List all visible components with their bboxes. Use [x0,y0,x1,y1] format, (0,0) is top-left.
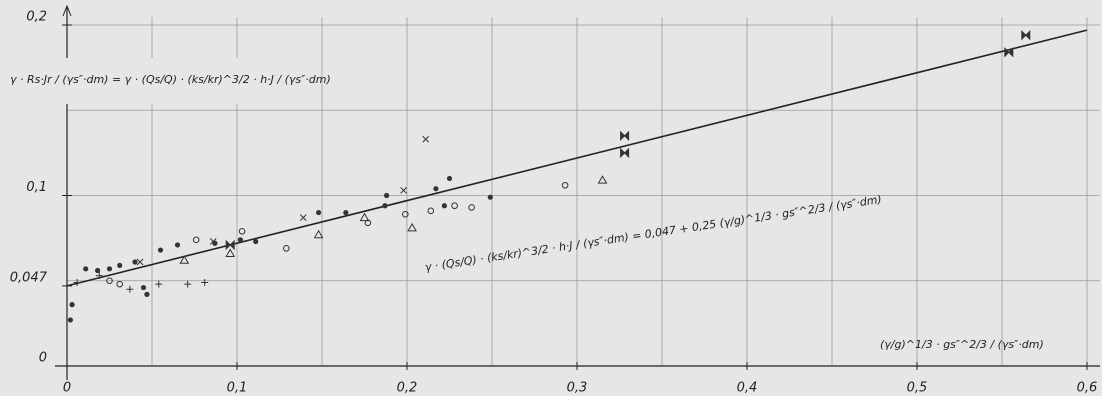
data-point [83,266,89,272]
data-point [225,239,235,251]
data-point [313,229,324,239]
data-point [184,280,192,288]
data-point [144,291,150,297]
data-point [69,302,75,308]
data-point [1021,30,1031,41]
data-point [427,207,435,215]
data-point [201,278,209,286]
x-tick-label: 0,6 [1077,381,1098,396]
data-point [117,262,123,269]
data-point [384,192,390,199]
data-point [225,248,236,257]
data-point [407,222,417,232]
y-tick-label: 0 [39,351,47,366]
data-point [126,285,134,293]
data-point [283,245,290,252]
fit-line [66,29,1088,287]
x-tick-label: 0,2 [397,381,418,396]
x-axis-label: (γ/g)^1/3 · gs″^2/3 / (γs″·dm) [880,338,1044,351]
data-point [174,242,181,248]
y-tick-label: 0,2 [26,10,47,25]
data-point [487,194,493,200]
x-tick-label: 0,3 [567,381,588,396]
data-point [95,272,103,280]
data-point [73,278,81,286]
y-tick-label: 0,047 [10,270,48,285]
data-point [343,209,349,216]
data-point [67,317,73,323]
data-point [316,209,322,216]
data-point [451,202,458,210]
data-point [238,228,246,235]
data-point [468,204,475,211]
x-tick-label: 0,5 [907,381,928,396]
data-point [620,147,630,159]
data-point [561,181,569,189]
data-point [620,130,630,142]
data-point [106,277,113,285]
data-point [253,238,259,245]
data-point [209,238,217,245]
x-tick-label: 0 [63,381,71,396]
data-point [95,267,101,274]
data-point [192,236,200,244]
data-point [382,203,388,209]
data-point [155,280,163,288]
y-axis-arrow [62,4,72,17]
y-axis-label: γ · Rs·Jr / (γs″·dm) = γ · (Qs/Q) · (ks/… [10,73,331,86]
data-point [597,175,608,184]
data-point [441,203,447,209]
data-point [433,186,439,192]
data-point [106,266,113,272]
data-point [402,210,409,218]
data-point [179,255,190,264]
data-point [400,187,407,194]
data-point [446,175,453,182]
x-tick-label: 0,1 [227,381,248,396]
data-point [157,247,164,253]
y-tick-label: 0,1 [26,180,47,195]
data-point [299,214,307,222]
data-point [237,237,243,243]
data-point [1004,47,1014,58]
data-point [136,258,144,266]
data-point [116,280,123,288]
data-point [132,259,138,265]
data-point [422,135,430,143]
data-point [140,284,147,291]
data-point [359,212,370,222]
y-label-box [6,58,256,104]
x-tick-label: 0,4 [737,381,758,396]
